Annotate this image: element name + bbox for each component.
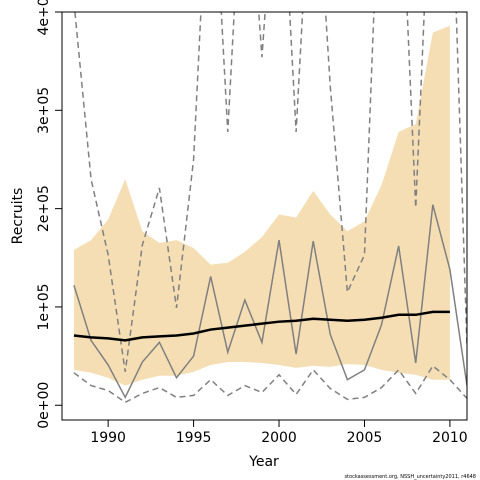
series-line [73,204,467,400]
y-axis-label: Recruits [10,188,26,245]
y-tick-label: 1e+05 [36,283,52,330]
series-line [73,310,450,342]
y-tick-label: 0e+00 [36,382,52,429]
plot-frame [61,11,468,421]
x-tick-label: 2000 [261,430,297,446]
x-tick-label: 2005 [347,430,383,446]
y-tick-label: 2e+05 [36,185,52,232]
y-tick-label: 4e+05 [36,0,52,36]
x-tick-label: 1990 [90,430,126,446]
plot-area [73,12,467,404]
uncertainty-band [73,25,450,386]
x-tick-label: 1995 [176,430,212,446]
series-line [73,364,467,404]
series-line [74,12,467,372]
y-tick-label: 3e+05 [36,87,52,134]
x-tick-label: 2010 [432,430,468,446]
footnote: stockassessment.org, NSSH_uncertainty201… [344,474,476,480]
x-axis-label: Year [248,454,279,470]
